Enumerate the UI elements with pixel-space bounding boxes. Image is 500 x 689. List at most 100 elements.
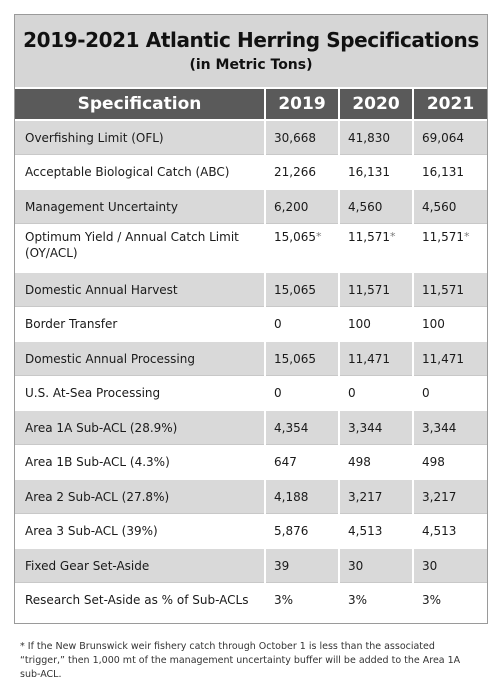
- value-text: 30,668: [274, 130, 316, 145]
- specification-cell: Area 1A Sub-ACL (28.9%): [15, 409, 266, 445]
- value-cell-2021: 11,571: [413, 271, 487, 307]
- value-text: 4,354: [274, 420, 309, 435]
- title-bar: 2019-2021 Atlantic Herring Specification…: [15, 15, 487, 87]
- page-title: 2019-2021 Atlantic Herring Specification…: [23, 28, 479, 52]
- value-text: 0: [274, 316, 282, 331]
- value-cell-2020: 3%: [339, 582, 414, 616]
- value-text: 4,513: [422, 523, 457, 538]
- value-text: 21,266: [274, 164, 316, 179]
- value-cell-2020: 4,560: [339, 188, 414, 224]
- value-cell-2020: 0: [339, 375, 414, 410]
- column-header-2019: 2019: [265, 89, 340, 120]
- value-cell-2019: 4,188: [265, 478, 340, 514]
- value-text: 11,471: [422, 351, 464, 366]
- value-text: 4,560: [348, 199, 383, 214]
- specification-cell: Area 2 Sub-ACL (27.8%): [15, 478, 266, 514]
- footnote-marker: *: [390, 230, 396, 243]
- value-text: 39: [274, 558, 290, 573]
- value-text: 0: [348, 385, 356, 400]
- table-row: Area 1A Sub-ACL (28.9%) 4,354 3,344 3,344: [15, 409, 487, 445]
- value-cell-2019: 4,354: [265, 409, 340, 445]
- page-subtitle: (in Metric Tons): [189, 57, 313, 73]
- table-row: Research Set-Aside as % of Sub-ACLs 3% 3% 3…: [15, 582, 487, 616]
- value-cell-2020: 11,471: [339, 340, 414, 376]
- specification-cell: Area 1B Sub-ACL (4.3%): [15, 444, 266, 479]
- specification-cell: Management Uncertainty: [15, 188, 266, 224]
- value-text: 15,065: [274, 230, 316, 244]
- table-row: Overfishing Limit (OFL) 30,668 41,830 69,06…: [15, 119, 487, 155]
- value-cell-2020: 30: [339, 547, 414, 583]
- column-header-2020: 2020: [339, 89, 414, 120]
- value-text: 11,571: [348, 230, 390, 244]
- table-row: Acceptable Biological Catch (ABC) 21,266 1…: [15, 154, 487, 189]
- value-cell-2019: 0: [265, 306, 340, 341]
- specification-cell: Border Transfer: [15, 306, 266, 341]
- value-text: 11,571: [422, 230, 464, 244]
- value-cell-2021: 30: [413, 547, 487, 583]
- specification-cell: Domestic Annual Harvest: [15, 271, 266, 307]
- value-text: 16,131: [422, 164, 464, 179]
- value-text: 0: [422, 385, 430, 400]
- table-row: U.S. At-Sea Processing 0 0 0: [15, 375, 487, 410]
- specification-cell: Optimum Yield / Annual Catch Limit (OY/A…: [15, 223, 266, 272]
- value-text: 4,513: [348, 523, 383, 538]
- value-cell-2020: 3,344: [339, 409, 414, 445]
- value-cell-2019: 6,200: [265, 188, 340, 224]
- value-cell-2019: 21,266: [265, 154, 340, 189]
- value-text: 0: [274, 385, 282, 400]
- table-row: Area 1B Sub-ACL (4.3%) 647 498 498: [15, 444, 487, 479]
- table-row: Area 2 Sub-ACL (27.8%) 4,188 3,217 3,217: [15, 478, 487, 514]
- value-text: 3,217: [422, 489, 457, 504]
- value-text: 4,188: [274, 489, 309, 504]
- value-cell-2020: 11,571: [339, 271, 414, 307]
- specification-cell: Research Set-Aside as % of Sub-ACLs: [15, 582, 266, 616]
- table-row: Area 3 Sub-ACL (39%) 5,876 4,513 4,513: [15, 513, 487, 548]
- value-cell-2021: 100: [413, 306, 487, 341]
- value-cell-2021: 498: [413, 444, 487, 479]
- value-cell-2019: 15,065: [265, 340, 340, 376]
- value-text: 30: [348, 558, 364, 573]
- table-row: Optimum Yield / Annual Catch Limit (OY/A…: [15, 223, 487, 272]
- specifications-table: Specification 2019 2020 2021 Overfishing…: [15, 89, 487, 616]
- value-cell-2019: 30,668: [265, 119, 340, 155]
- column-header-2021: 2021: [413, 89, 487, 120]
- table-header-row: Specification 2019 2020 2021: [15, 89, 487, 120]
- value-text: 3,344: [348, 420, 383, 435]
- value-text: 498: [422, 454, 445, 469]
- value-cell-2019: 647: [265, 444, 340, 479]
- value-text: 3%: [274, 592, 294, 607]
- value-cell-2021: 11,471: [413, 340, 487, 376]
- value-text: 41,830: [348, 130, 390, 145]
- value-cell-2021: 0: [413, 375, 487, 410]
- footnote-marker: *: [464, 230, 470, 243]
- value-cell-2021: 4,513: [413, 513, 487, 548]
- table-row: Border Transfer 0 100 100: [15, 306, 487, 341]
- value-cell-2019: 39: [265, 547, 340, 583]
- value-text: 3,217: [348, 489, 383, 504]
- value-text: 100: [348, 316, 371, 331]
- specification-cell: Fixed Gear Set-Aside: [15, 547, 266, 583]
- table-row: Domestic Annual Processing 15,065 11,471 11…: [15, 340, 487, 376]
- value-text: 11,471: [348, 351, 390, 366]
- specification-cell: Overfishing Limit (OFL): [15, 119, 266, 155]
- value-cell-2019: 0: [265, 375, 340, 410]
- value-text: 30: [422, 558, 438, 573]
- value-cell-2021: 3%: [413, 582, 487, 616]
- value-cell-2020: 4,513: [339, 513, 414, 548]
- value-cell-2021: 3,344: [413, 409, 487, 445]
- value-cell-2020: 11,571*: [339, 223, 414, 272]
- value-cell-2019: 15,065*: [265, 223, 340, 272]
- value-cell-2019: 3%: [265, 582, 340, 616]
- value-cell-2020: 498: [339, 444, 414, 479]
- footnote: * If the New Brunswick weir fishery catc…: [20, 641, 461, 680]
- value-cell-2020: 41,830: [339, 119, 414, 155]
- value-text: 6,200: [274, 199, 309, 214]
- column-header-specification: Specification: [15, 89, 266, 120]
- specification-cell: U.S. At-Sea Processing: [15, 375, 266, 410]
- value-cell-2021: 3,217: [413, 478, 487, 514]
- value-cell-2021: 11,571*: [413, 223, 487, 272]
- value-text: 3%: [348, 592, 368, 607]
- table-row: Fixed Gear Set-Aside 39 30 30: [15, 547, 487, 583]
- value-cell-2019: 5,876: [265, 513, 340, 548]
- footnote-marker: *: [316, 230, 322, 243]
